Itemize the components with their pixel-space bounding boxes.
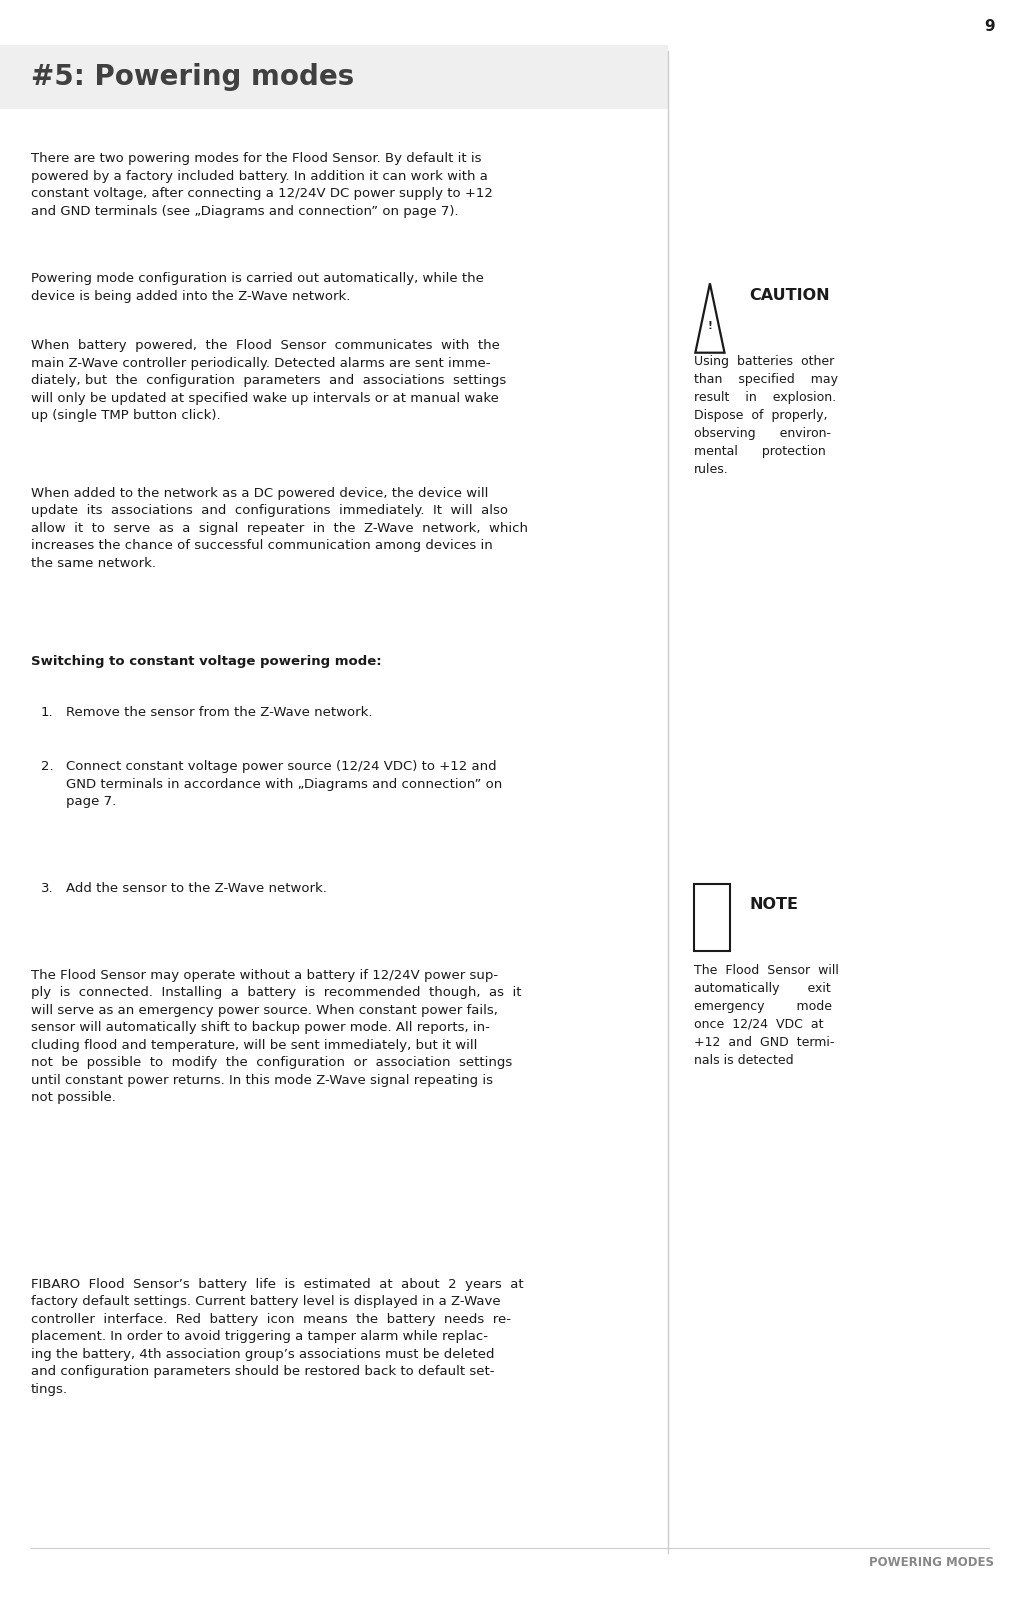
Text: Remove the sensor from the Z-Wave network.: Remove the sensor from the Z-Wave networ… [66, 706, 372, 719]
Text: 3.: 3. [41, 882, 53, 895]
Text: When added to the network as a DC powered device, the device will
update  its  a: When added to the network as a DC powere… [31, 487, 527, 570]
Text: Powering mode configuration is carried out automatically, while the
device is be: Powering mode configuration is carried o… [31, 272, 483, 303]
Text: FIBARO  Flood  Sensor’s  battery  life  is  estimated  at  about  2  years  at
f: FIBARO Flood Sensor’s battery life is es… [31, 1278, 523, 1396]
FancyBboxPatch shape [0, 45, 667, 109]
Text: NOTE: NOTE [749, 897, 798, 911]
Text: 2.: 2. [41, 760, 53, 773]
Text: There are two powering modes for the Flood Sensor. By default it is
powered by a: There are two powering modes for the Flo… [31, 152, 492, 218]
Text: Using  batteries  other
than    specified    may
result    in    explosion.
Disp: Using batteries other than specified may… [693, 355, 837, 477]
FancyBboxPatch shape [693, 884, 730, 951]
Text: When  battery  powered,  the  Flood  Sensor  communicates  with  the
main Z-Wave: When battery powered, the Flood Sensor c… [31, 339, 505, 423]
Text: CAUTION: CAUTION [749, 288, 829, 303]
Text: !: ! [707, 322, 711, 331]
Text: The Flood Sensor may operate without a battery if 12/24V power sup-
ply  is  con: The Flood Sensor may operate without a b… [31, 969, 521, 1105]
Text: POWERING MODES: POWERING MODES [868, 1556, 994, 1569]
Text: 9: 9 [983, 19, 994, 34]
Text: Connect constant voltage power source (12/24 VDC) to +12 and
GND terminals in ac: Connect constant voltage power source (1… [66, 760, 502, 809]
Text: 1.: 1. [41, 706, 53, 719]
Text: Switching to constant voltage powering mode:: Switching to constant voltage powering m… [31, 655, 381, 668]
Text: #5: Powering modes: #5: Powering modes [31, 62, 354, 91]
Text: Add the sensor to the Z-Wave network.: Add the sensor to the Z-Wave network. [66, 882, 327, 895]
Text: i: i [709, 911, 713, 925]
Text: The  Flood  Sensor  will
automatically       exit
emergency        mode
once  12: The Flood Sensor will automatically exit… [693, 964, 838, 1066]
